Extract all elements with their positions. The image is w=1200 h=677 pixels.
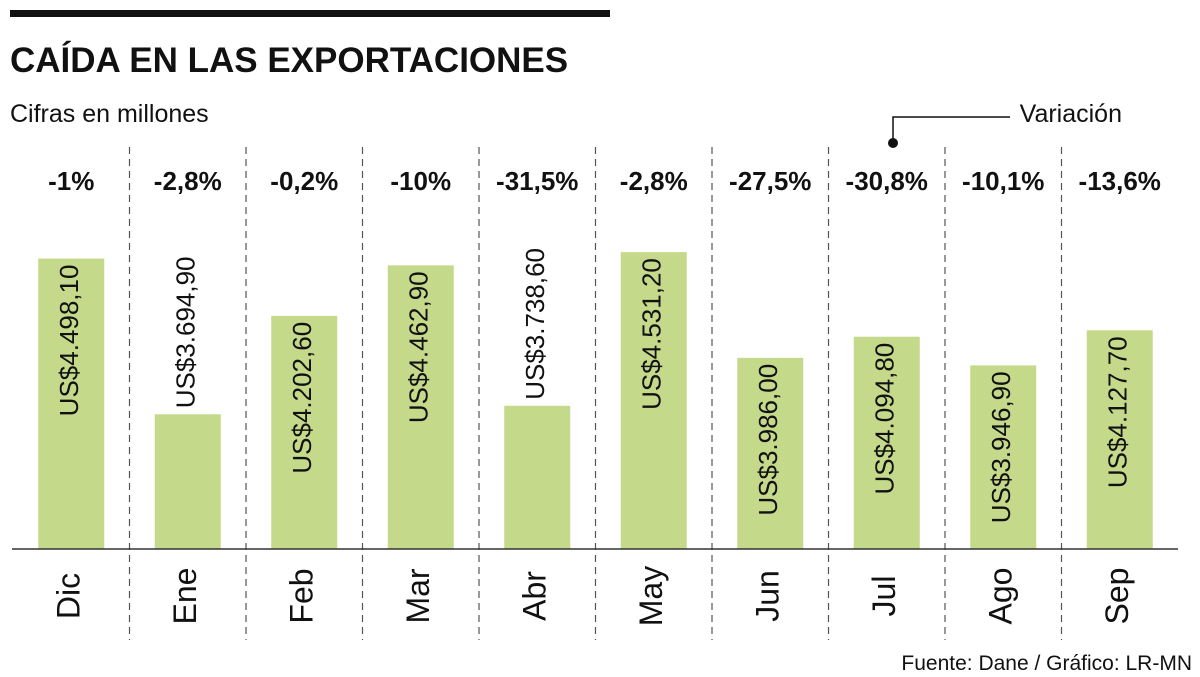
variation-label: -13,6%: [1079, 166, 1161, 196]
legend-dot: [888, 138, 898, 148]
value-label: US$3.738,60: [520, 248, 550, 400]
value-label: US$4.127,70: [1103, 336, 1133, 488]
bar: [1086, 330, 1153, 549]
variation-label: -10%: [390, 166, 451, 196]
x-tick-label: Ago: [983, 568, 1019, 625]
variation-label: -30,8%: [846, 166, 928, 196]
x-tick-label: Ene: [167, 568, 203, 625]
value-label: US$4.094,80: [870, 343, 900, 495]
bar: [38, 258, 105, 549]
value-label: US$3.986,00: [753, 364, 783, 516]
variation-label: -0,2%: [270, 166, 338, 196]
bar: [970, 365, 1037, 549]
bar: [387, 265, 454, 549]
value-label: US$4.462,90: [404, 271, 434, 423]
title-rule: [10, 10, 610, 17]
bar: [620, 252, 687, 549]
chart-title: CAÍDA EN LAS EXPORTACIONES: [10, 40, 568, 80]
bar: [154, 414, 221, 549]
variation-label: -1%: [48, 166, 94, 196]
x-tick-label: Jun: [750, 570, 786, 622]
variation-label: -2,8%: [620, 166, 688, 196]
value-label: US$3.694,90: [171, 256, 201, 408]
x-tick-label: Mar: [400, 568, 436, 623]
value-label: US$4.202,60: [287, 322, 317, 474]
value-label: US$4.531,20: [637, 258, 667, 410]
bar: [504, 405, 571, 549]
x-tick-label: Feb: [284, 568, 320, 623]
variation-label: -2,8%: [154, 166, 222, 196]
bar: [271, 315, 338, 549]
x-tick-label: Dic: [51, 573, 87, 619]
x-tick-label: Abr: [517, 571, 553, 621]
x-tick-label: Jul: [866, 576, 902, 617]
bar: [853, 336, 920, 549]
x-tick-label: Sep: [1099, 568, 1135, 625]
variation-label: -10,1%: [962, 166, 1044, 196]
legend-pointer: [892, 116, 1010, 143]
legend-variation: Variación: [1020, 100, 1122, 128]
x-tick-label: May: [633, 566, 669, 626]
bar: [737, 357, 804, 549]
variation-label: -27,5%: [729, 166, 811, 196]
value-label: US$4.498,10: [54, 265, 84, 417]
source: Fuente: Dane / Gráfico: LR-MN: [901, 652, 1192, 675]
chart-subtitle: Cifras en millones: [10, 100, 209, 128]
variation-label: -31,5%: [496, 166, 578, 196]
value-label: US$3.946,90: [986, 371, 1016, 523]
